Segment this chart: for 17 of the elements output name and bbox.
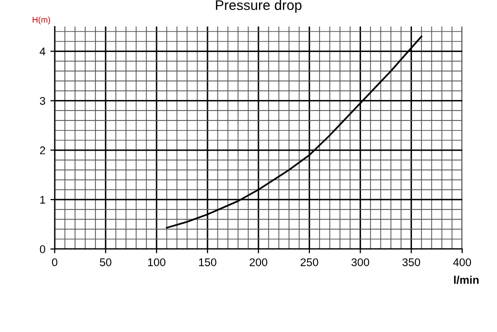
y-axis-title: H(m) (32, 16, 50, 24)
y-tick-label: 3 (40, 96, 46, 105)
x-tick-label: 300 (351, 258, 370, 266)
y-tick-label: 4 (40, 48, 46, 56)
y-tick-label: 0 (40, 245, 46, 254)
x-axis-title: l/min (454, 276, 479, 284)
x-tick-label: 50 (100, 258, 112, 266)
chart-title: Pressure drop (216, 0, 302, 13)
x-tick-label: 350 (402, 258, 420, 266)
x-tick-label: 150 (199, 258, 216, 266)
x-tick-label: 200 (250, 258, 268, 266)
x-tick-label: 250 (300, 258, 318, 266)
x-tick-label: 100 (148, 258, 166, 266)
y-tick-label: 1 (40, 196, 46, 204)
x-tick-label: 400 (453, 258, 472, 266)
x-tick-label: 0 (52, 258, 58, 266)
y-tick-label: 2 (40, 146, 46, 154)
